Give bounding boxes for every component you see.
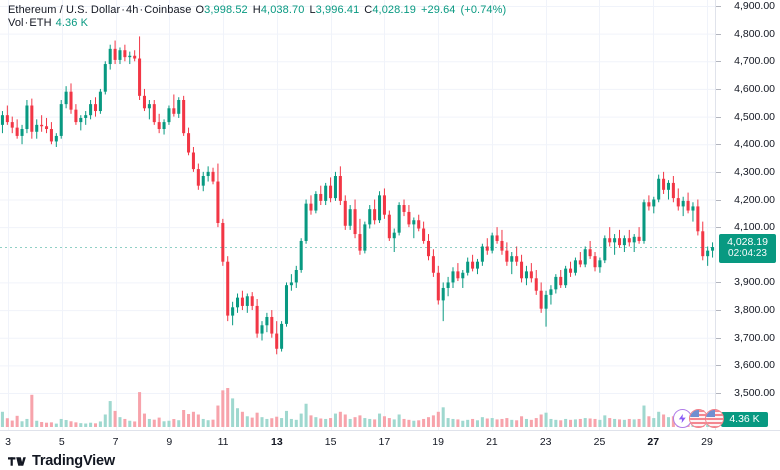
chart-pane[interactable]: [0, 0, 715, 430]
current-price-value: 4,028.19: [727, 235, 768, 248]
price-tick-dash: [716, 144, 721, 146]
bottom-bar: TradingView: [0, 452, 780, 470]
time-tick-label: 3: [5, 436, 11, 448]
price-tick-label: 4,500.00: [734, 110, 775, 123]
price-tick-label: 4,400.00: [734, 138, 775, 151]
lightning-bolt-icon: [678, 413, 686, 424]
time-tick-label: 15: [324, 436, 337, 448]
time-tick-label: 23: [539, 436, 552, 448]
price-tick-dash: [716, 310, 721, 312]
chart-gridlines: [0, 0, 715, 430]
price-tick-dash: [716, 116, 721, 118]
us-flag-icon-2[interactable]: [705, 409, 724, 428]
candlestick-series: [0, 36, 715, 427]
price-tick-dash: [716, 337, 721, 339]
flag-canton-2: [706, 410, 715, 417]
price-tick-dash: [716, 282, 721, 284]
price-tick-dash: [716, 6, 721, 7]
tradingview-logo[interactable]: TradingView: [8, 452, 115, 470]
price-tick-label: 3,800.00: [734, 304, 775, 317]
volume-badge[interactable]: 4.36 K: [721, 412, 768, 427]
price-tick-dash: [716, 393, 721, 394]
price-tick-label: 4,100.00: [734, 221, 775, 234]
corner-badges: [673, 409, 724, 428]
time-tick-label: 21: [486, 436, 498, 448]
price-tick-dash: [716, 61, 721, 63]
bar-countdown: 02:04:23: [728, 247, 767, 259]
price-tick-label: 4,200.00: [734, 193, 775, 206]
price-tick-label: 3,500.00: [734, 387, 775, 399]
time-tick-label: 13: [271, 436, 283, 448]
time-tick-label: 11: [217, 436, 229, 448]
price-tick-label: 4,700.00: [734, 55, 775, 68]
time-tick-label: 7: [112, 436, 119, 448]
price-tick-dash: [716, 33, 721, 35]
us-flag-icon-1[interactable]: [689, 409, 708, 428]
price-tick-label: 3,700.00: [734, 331, 775, 344]
price-tick-dash: [716, 199, 721, 201]
time-tick-label: 27: [647, 436, 660, 448]
price-scale[interactable]: 4,900.00 4,800.00 4,700.00 4,600.00 4,500.00…: [715, 0, 780, 430]
flag-canton-1: [690, 410, 699, 417]
time-tick-label: 25: [593, 436, 606, 448]
tradingview-logo-icon: [8, 456, 26, 466]
tradingview-logo-text: TradingView: [32, 453, 115, 469]
time-tick-label: 29: [701, 436, 713, 448]
price-tick-label: 3,900.00: [734, 276, 775, 289]
price-tick-label: 4,900.00: [734, 0, 775, 12]
price-tick-dash: [716, 171, 721, 173]
current-price-badge[interactable]: 4,028.19 02:04:23: [719, 233, 776, 263]
time-tick-label: 5: [58, 436, 65, 448]
price-tick-dash: [716, 88, 721, 90]
price-tick-dash: [716, 365, 721, 367]
price-tick-label: 4,600.00: [734, 82, 775, 95]
time-scale[interactable]: 3 5 7 9 11 13 15 17 19 21 23 25 27 29: [0, 430, 780, 452]
price-tick-label: 3,600.00: [734, 359, 775, 372]
price-tick-dash: [716, 227, 721, 229]
price-tick-label: 4,300.00: [734, 165, 775, 178]
time-tick-label: 9: [166, 436, 173, 448]
time-tick-label: 17: [378, 436, 391, 448]
price-tick-label: 4,800.00: [734, 27, 775, 40]
time-tick-label: 19: [432, 436, 444, 448]
